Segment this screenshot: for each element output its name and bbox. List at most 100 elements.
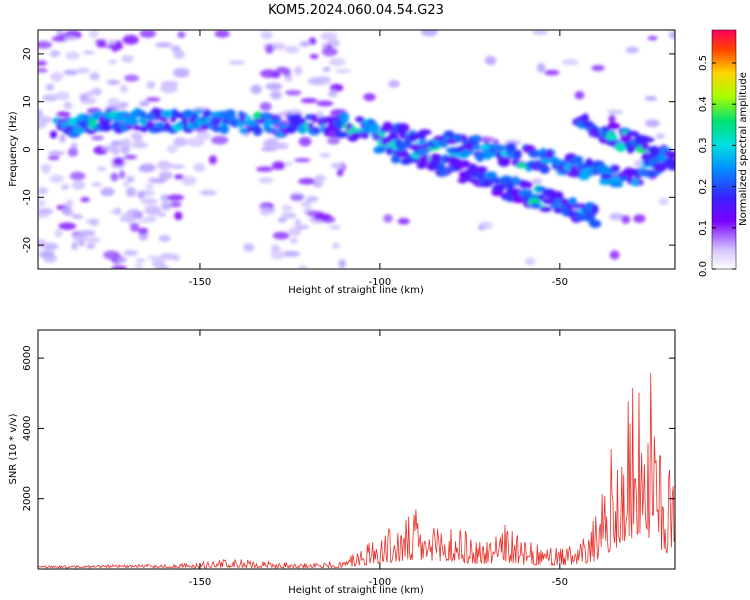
heatmap-cell — [484, 171, 498, 180]
heatmap-cell — [361, 131, 369, 139]
heatmap-cell — [100, 187, 115, 197]
heatmap-cell — [436, 162, 446, 171]
y-tick-label: -20 — [22, 237, 33, 253]
heatmap-cell — [45, 83, 55, 91]
heatmap-cell — [300, 98, 318, 104]
heatmap-cell — [126, 208, 142, 218]
heatmap-cell — [332, 242, 340, 249]
colorbar-gradient — [711, 29, 737, 270]
heatmap-cell — [130, 223, 140, 233]
spectrogram-heatmap — [38, 30, 675, 269]
heatmap-cell — [159, 253, 177, 261]
heatmap-cell — [298, 265, 308, 269]
heatmap-cell — [270, 249, 286, 260]
heatmap-cell — [131, 141, 149, 149]
heatmap-cell — [282, 250, 301, 258]
heatmap-cell — [664, 151, 675, 158]
heatmap-cell — [647, 35, 658, 41]
heatmap-cell — [123, 250, 139, 256]
heatmap-cell — [73, 126, 88, 134]
heatmap-cell — [202, 109, 213, 118]
heatmap-cell — [539, 157, 552, 164]
heatmap-cell — [137, 227, 149, 235]
heatmap-cell — [102, 145, 117, 151]
heatmap-cell — [168, 164, 185, 169]
heatmap-cell — [298, 136, 312, 147]
heatmap-cell — [144, 205, 161, 216]
heatmap-cell — [267, 137, 279, 147]
heatmap-cell — [560, 198, 569, 205]
y-tick-label: 10 — [22, 95, 33, 108]
heatmap-cell — [140, 197, 158, 206]
heatmap-cell — [173, 137, 188, 147]
heatmap-cell — [653, 162, 667, 173]
heatmap-cell — [121, 55, 134, 63]
heatmap-cell — [312, 181, 323, 188]
heatmap-cell — [597, 164, 609, 174]
heatmap-cell — [91, 182, 102, 187]
heatmap-cell — [641, 143, 650, 151]
heatmap-cell — [228, 115, 237, 121]
heatmap-cell — [85, 237, 101, 244]
heatmap-cell — [645, 119, 660, 128]
snr-x-axis-label: Height of straight line (km) — [288, 585, 424, 596]
heatmap-cell — [170, 115, 177, 123]
heatmap-cell — [490, 177, 503, 184]
heatmap-cell — [536, 62, 546, 73]
heatmap-cell — [193, 162, 206, 173]
y-tick-label: 20 — [22, 48, 33, 61]
heatmap-cell — [89, 218, 100, 227]
heatmap-cell — [89, 30, 99, 39]
heatmap-cell — [334, 130, 348, 139]
heatmap-cell — [236, 121, 243, 128]
heatmap-cell — [288, 226, 302, 237]
heatmap-cell — [477, 224, 485, 231]
heatmap-cell — [311, 114, 318, 123]
heatmap-cell — [516, 162, 527, 169]
heatmap-cell — [505, 142, 517, 152]
y-tick-label: 2000 — [22, 486, 33, 511]
heatmap-cell — [514, 149, 522, 160]
heatmap-cell — [138, 165, 153, 173]
heatmap-cell — [309, 54, 319, 60]
heatmap-cell — [156, 160, 172, 171]
heatmap-cell — [173, 253, 180, 262]
heatmap-cell — [259, 206, 272, 216]
y-tick-label: 0 — [22, 146, 33, 152]
heatmap-cell — [124, 74, 140, 82]
heatmap-cell — [38, 122, 47, 129]
heatmap-cell — [598, 178, 613, 186]
spectrogram-x-axis-label: Height of straight line (km) — [288, 285, 424, 296]
heatmap-cell — [289, 237, 298, 244]
heatmap-cell — [214, 30, 230, 38]
heatmap-cell — [574, 90, 585, 100]
heatmap-cell — [625, 46, 640, 54]
heatmap-cell — [103, 250, 120, 260]
heatmap-cell — [609, 212, 624, 221]
heatmap-cell — [539, 206, 552, 213]
heatmap-cell — [67, 147, 79, 157]
heatmap-cell — [271, 118, 281, 125]
heatmap-cell — [308, 37, 317, 45]
heatmap-cell — [294, 65, 303, 76]
heatmap-cell — [125, 187, 137, 198]
heatmap-cell — [187, 137, 205, 147]
heatmap-cell — [172, 67, 190, 78]
heatmap-cell — [265, 44, 274, 54]
heatmap-cell — [474, 166, 488, 174]
heatmap-cell — [135, 257, 146, 263]
heatmap-cell — [281, 212, 297, 220]
spectrogram-y-ticks: -20 -10 0 10 20 — [22, 48, 675, 253]
heatmap-cell — [38, 40, 53, 49]
heatmap-cell — [390, 155, 401, 164]
heatmap-cell — [69, 171, 86, 181]
heatmap-cell — [397, 218, 410, 225]
heatmap-cell — [462, 175, 472, 182]
snr-y-axis-label: SNR (10 * v/v) — [8, 413, 19, 484]
heatmap-cell — [119, 138, 132, 148]
heatmap-cell — [294, 219, 302, 225]
x-tick-label: -100 — [369, 277, 392, 288]
heatmap-cell — [47, 150, 65, 156]
heatmap-cell — [97, 165, 107, 172]
